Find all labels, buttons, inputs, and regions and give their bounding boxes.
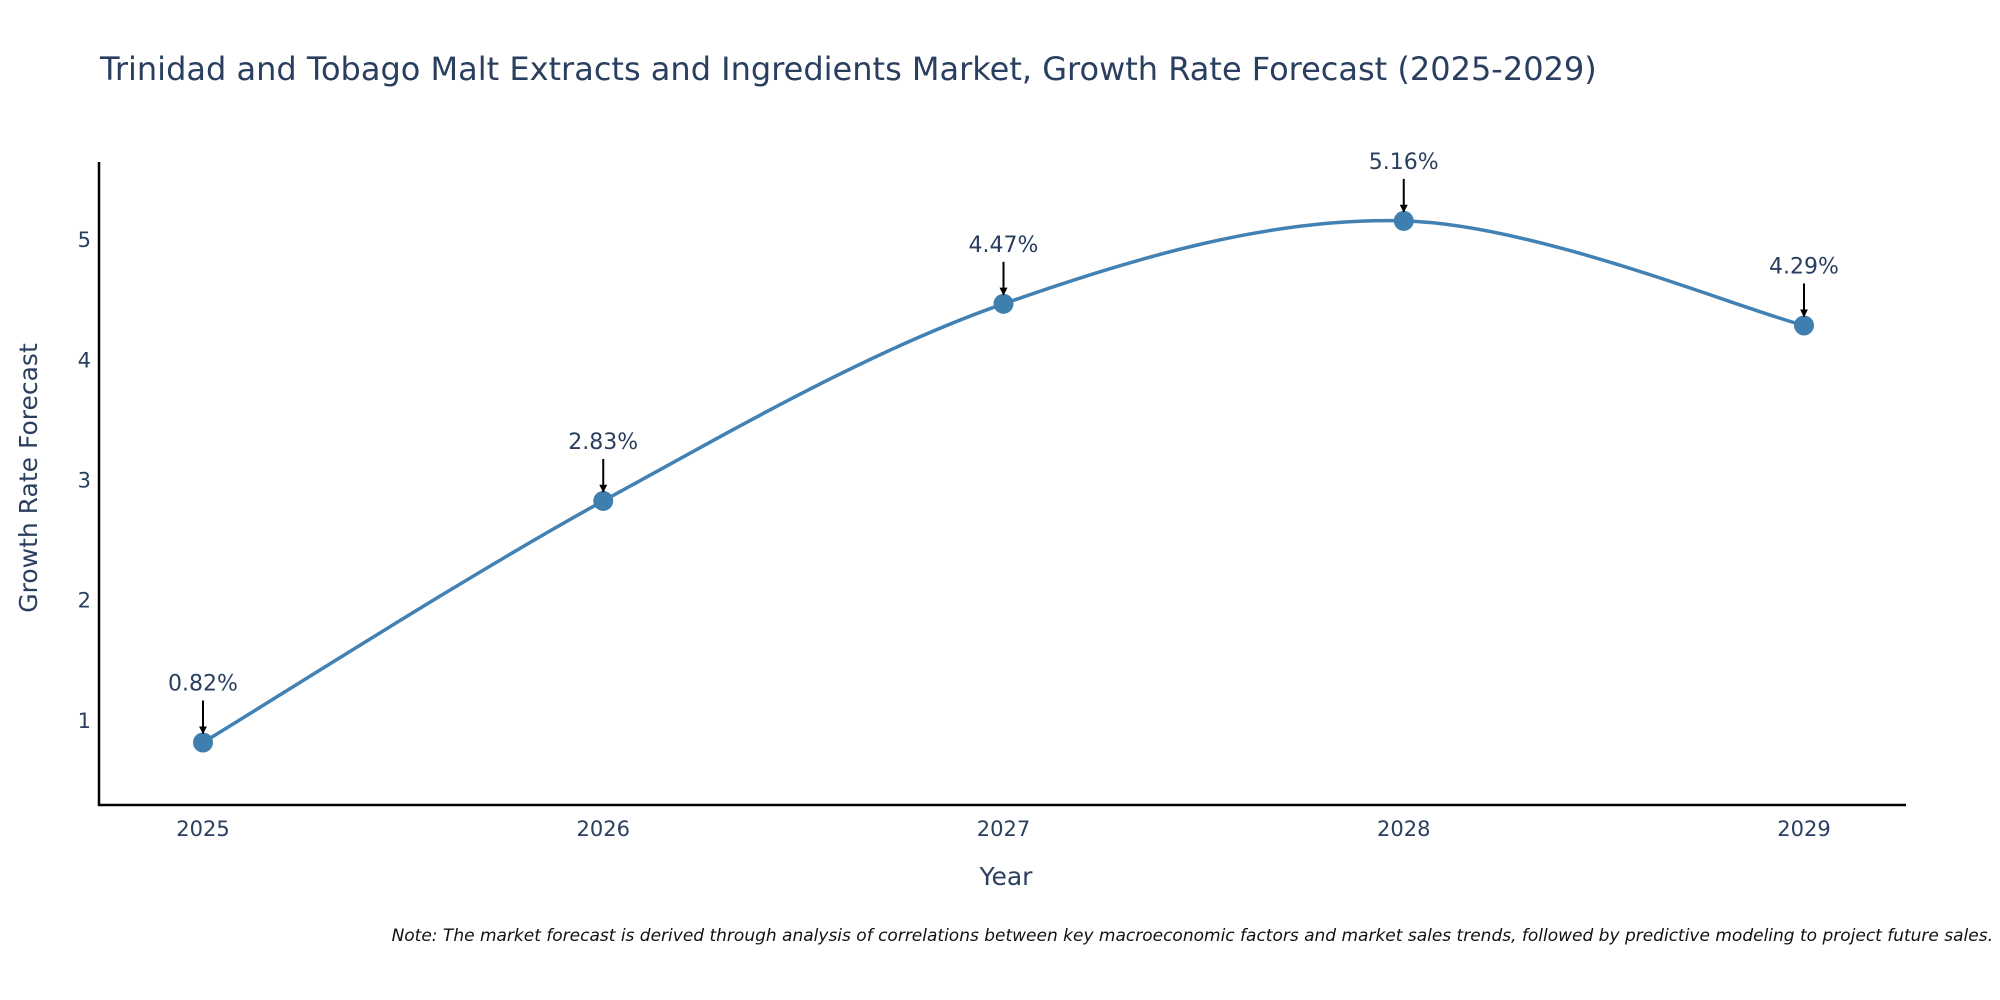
data-point <box>1393 210 1414 231</box>
data-label: 4.29% <box>1769 254 1839 279</box>
data-label: 0.82% <box>168 672 238 697</box>
data-point <box>193 732 213 753</box>
y-tick-label: 3 <box>78 468 91 492</box>
x-tick-label: 2029 <box>1777 817 1830 841</box>
chart-title: Trinidad and Tobago Malt Extracts and In… <box>99 50 1597 88</box>
y-tick-label: 1 <box>78 709 91 733</box>
y-tick-label: 5 <box>78 228 91 252</box>
x-tick-label: 2028 <box>1377 817 1430 841</box>
x-tick-label: 2026 <box>577 817 630 841</box>
x-tick-label: 2027 <box>977 817 1030 841</box>
plot-area: 1 2 3 4 5 2025 2026 2027 2028 2029 0.82% 2.83% 4.47%… <box>78 150 1906 841</box>
data-label: 5.16% <box>1369 150 1439 175</box>
y-tick-label: 4 <box>78 348 91 372</box>
data-point <box>593 490 614 511</box>
x-tick-label: 2025 <box>176 817 229 841</box>
x-axis-title: Year <box>979 862 1034 891</box>
y-tick-label: 2 <box>78 589 91 613</box>
y-axis-title: Growth Rate Forecast <box>14 343 43 613</box>
data-label: 4.47% <box>969 233 1039 258</box>
data-point <box>993 293 1014 314</box>
chart-note: Note: The market forecast is derived thr… <box>392 926 1993 946</box>
data-label: 2.83% <box>568 430 638 455</box>
data-point <box>1794 315 1814 336</box>
